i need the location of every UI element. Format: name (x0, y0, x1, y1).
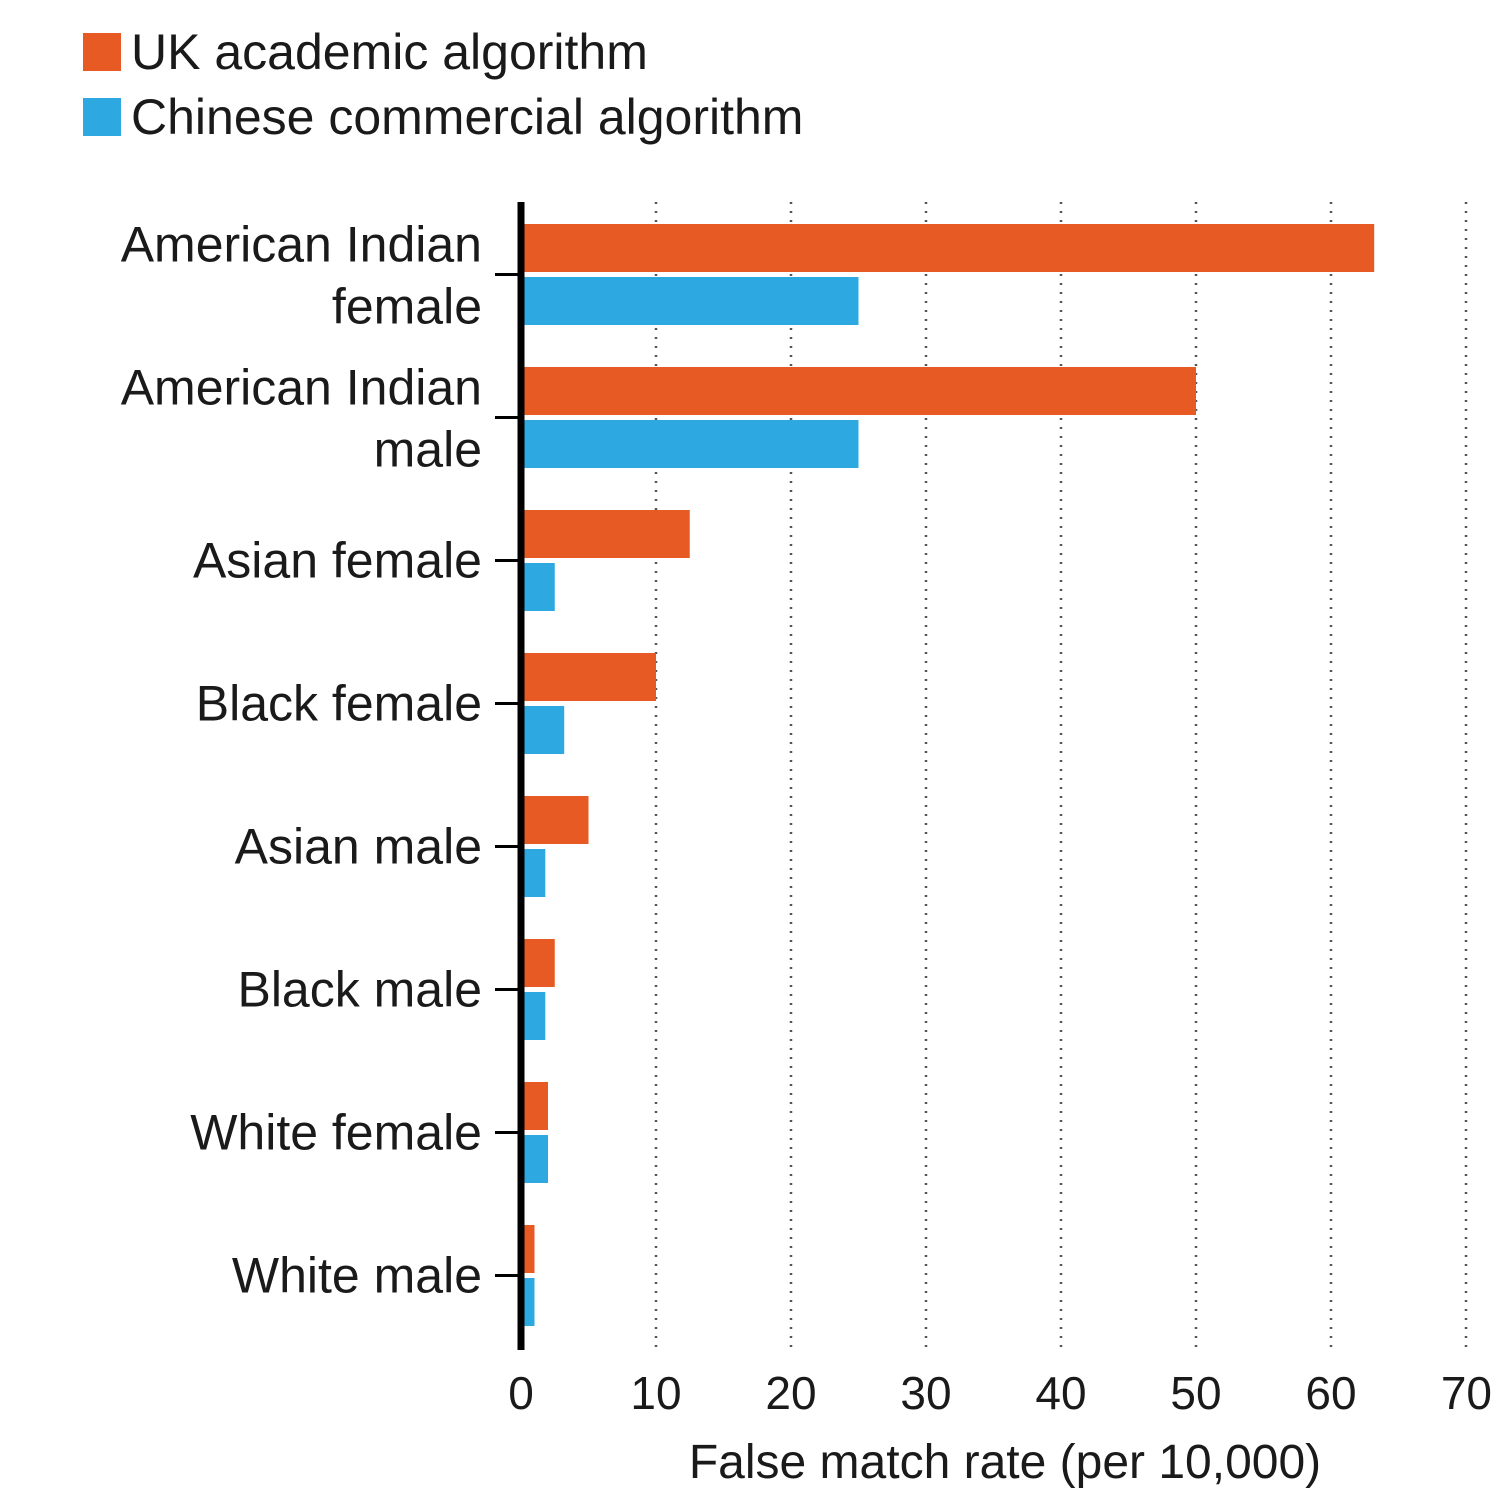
x-tick-label-10: 10 (630, 1367, 681, 1419)
bar-american-indian-male-uk-academic-algorithm (521, 367, 1196, 415)
bar-american-indian-female-chinese-commercial-algorithm (521, 277, 859, 325)
x-tick-label-60: 60 (1305, 1367, 1356, 1419)
bar-asian-female-chinese-commercial-algorithm (521, 563, 555, 611)
x-tick-label-70: 70 (1441, 1367, 1492, 1419)
category-label-american-indian-female-line-1: American Indian (121, 217, 482, 273)
legend-label-chinese-commercial-algorithm: Chinese commercial algorithm (131, 89, 803, 145)
x-axis-title: False match rate (per 10,000) (689, 1436, 1321, 1489)
bar-black-female-chinese-commercial-algorithm (521, 706, 565, 754)
legend: UK academic algorithm Chinese commercial … (83, 24, 803, 145)
bar-black-male-chinese-commercial-algorithm (521, 992, 546, 1040)
category-label-black-male: Black male (237, 962, 482, 1018)
x-tick-label-30: 30 (900, 1367, 951, 1419)
x-tick-label-0: 0 (508, 1367, 534, 1419)
category-label-asian-female: Asian female (193, 533, 482, 589)
bar-asian-female-uk-academic-algorithm (521, 510, 690, 558)
category-label-american-indian-female-line-2: female (332, 279, 482, 335)
y-axis: American Indian female American Indian male… (121, 202, 525, 1350)
bar-asian-male-chinese-commercial-algorithm (521, 849, 546, 897)
bar-black-male-uk-academic-algorithm (521, 939, 555, 987)
x-axis: 0 10 20 30 40 50 60 70 False match rate (per 10,… (508, 1367, 1492, 1489)
bar-american-indian-male-chinese-commercial-algorithm (521, 420, 859, 468)
x-tick-label-50: 50 (1170, 1367, 1221, 1419)
category-label-black-female: Black female (196, 676, 482, 732)
category-label-american-indian-male-line-1: American Indian (121, 360, 482, 416)
category-label-white-male: White male (232, 1248, 482, 1304)
bar-white-female-uk-academic-algorithm (521, 1082, 548, 1130)
x-tick-label-40: 40 (1035, 1367, 1086, 1419)
legend-label-uk-academic-algorithm: UK academic algorithm (131, 24, 648, 80)
category-label-asian-male: Asian male (235, 819, 482, 875)
bar-black-female-uk-academic-algorithm (521, 653, 656, 701)
category-label-white-female: White female (190, 1105, 482, 1161)
category-label-american-indian-male-line-2: male (374, 422, 482, 478)
bar-american-indian-female-uk-academic-algorithm (521, 224, 1375, 272)
bar-asian-male-uk-academic-algorithm (521, 796, 589, 844)
bar-white-female-chinese-commercial-algorithm (521, 1135, 548, 1183)
bars (521, 224, 1375, 1326)
legend-swatch-uk-academic-algorithm (83, 33, 121, 71)
legend-swatch-chinese-commercial-algorithm (83, 98, 121, 136)
x-tick-label-20: 20 (765, 1367, 816, 1419)
